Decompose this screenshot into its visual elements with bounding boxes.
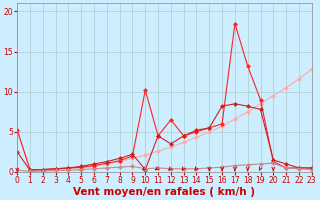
X-axis label: Vent moyen/en rafales ( km/h ): Vent moyen/en rafales ( km/h ) xyxy=(74,187,255,197)
